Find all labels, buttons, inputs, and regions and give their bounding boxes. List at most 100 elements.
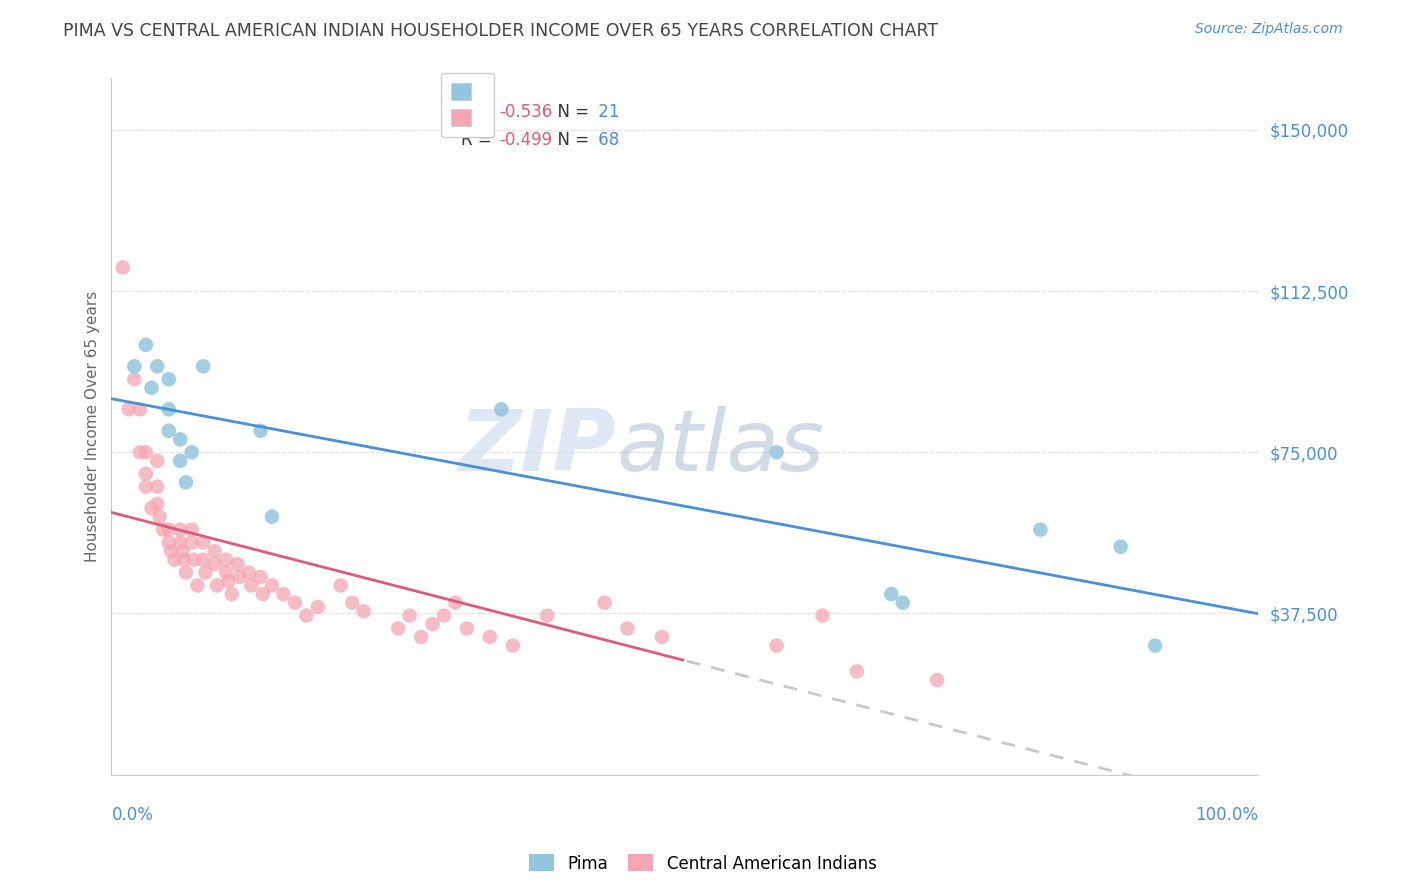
- Point: [141, 501, 163, 516]
- Point: [353, 604, 375, 618]
- Point: [204, 557, 226, 571]
- Text: ZIP: ZIP: [458, 406, 616, 489]
- Point: [124, 359, 146, 374]
- Point: [456, 622, 478, 636]
- Point: [765, 639, 787, 653]
- Point: [249, 570, 271, 584]
- Text: 68: 68: [593, 130, 620, 149]
- Point: [183, 552, 205, 566]
- Point: [169, 454, 191, 468]
- Point: [180, 535, 202, 549]
- Point: [260, 509, 283, 524]
- Point: [204, 544, 226, 558]
- Point: [135, 480, 157, 494]
- Point: [135, 467, 157, 481]
- Point: [398, 608, 420, 623]
- Point: [927, 673, 949, 687]
- Point: [169, 523, 191, 537]
- Point: [409, 630, 432, 644]
- Text: -0.536: -0.536: [499, 103, 553, 120]
- Point: [880, 587, 903, 601]
- Point: [146, 497, 169, 511]
- Point: [180, 523, 202, 537]
- Point: [186, 578, 208, 592]
- Point: [765, 445, 787, 459]
- Point: [160, 544, 183, 558]
- Text: -0.499: -0.499: [499, 130, 553, 149]
- Point: [260, 578, 283, 592]
- Point: [157, 372, 180, 386]
- Point: [478, 630, 501, 644]
- Point: [252, 587, 274, 601]
- Point: [273, 587, 295, 601]
- Text: 0.0%: 0.0%: [111, 805, 153, 824]
- Text: N =: N =: [547, 103, 595, 120]
- Point: [146, 359, 169, 374]
- Legend: , : ,: [441, 73, 495, 137]
- Point: [651, 630, 673, 644]
- Point: [329, 578, 352, 592]
- Text: R =: R =: [461, 130, 498, 149]
- Point: [135, 445, 157, 459]
- Point: [149, 509, 172, 524]
- Point: [117, 402, 139, 417]
- Point: [163, 552, 186, 566]
- Point: [215, 552, 238, 566]
- Point: [295, 608, 318, 623]
- Point: [129, 445, 152, 459]
- Text: R =: R =: [461, 103, 498, 120]
- Text: PIMA VS CENTRAL AMERICAN INDIAN HOUSEHOLDER INCOME OVER 65 YEARS CORRELATION CHA: PIMA VS CENTRAL AMERICAN INDIAN HOUSEHOL…: [63, 22, 938, 40]
- Point: [157, 535, 180, 549]
- Point: [226, 557, 249, 571]
- Point: [249, 424, 271, 438]
- Point: [124, 372, 146, 386]
- Point: [194, 566, 217, 580]
- Point: [593, 596, 616, 610]
- Point: [284, 596, 307, 610]
- Point: [1029, 523, 1052, 537]
- Point: [169, 433, 191, 447]
- Point: [141, 381, 163, 395]
- Point: [111, 260, 134, 275]
- Point: [191, 359, 214, 374]
- Point: [491, 402, 513, 417]
- Point: [221, 587, 243, 601]
- Point: [433, 608, 456, 623]
- Point: [157, 424, 180, 438]
- Point: [191, 535, 214, 549]
- Point: [217, 574, 239, 589]
- Point: [205, 578, 228, 592]
- Text: 21: 21: [593, 103, 620, 120]
- Point: [180, 445, 202, 459]
- Point: [342, 596, 364, 610]
- Point: [616, 622, 638, 636]
- Point: [422, 617, 444, 632]
- Point: [240, 578, 263, 592]
- Point: [157, 402, 180, 417]
- Point: [307, 599, 329, 614]
- Point: [238, 566, 260, 580]
- Point: [173, 552, 195, 566]
- Point: [1144, 639, 1167, 653]
- Point: [215, 566, 238, 580]
- Point: [444, 596, 467, 610]
- Text: Source: ZipAtlas.com: Source: ZipAtlas.com: [1195, 22, 1343, 37]
- Point: [536, 608, 558, 623]
- Point: [1109, 540, 1132, 554]
- Text: 100.0%: 100.0%: [1195, 805, 1258, 824]
- Point: [169, 535, 191, 549]
- Point: [845, 665, 868, 679]
- Point: [152, 523, 174, 537]
- Point: [174, 566, 197, 580]
- Point: [172, 544, 194, 558]
- Point: [502, 639, 524, 653]
- Point: [891, 596, 914, 610]
- Point: [146, 480, 169, 494]
- Point: [811, 608, 834, 623]
- Point: [135, 338, 157, 352]
- Point: [174, 475, 197, 490]
- Point: [229, 570, 252, 584]
- Legend: Pima, Central American Indians: Pima, Central American Indians: [523, 847, 883, 880]
- Text: atlas: atlas: [616, 406, 824, 489]
- Point: [146, 454, 169, 468]
